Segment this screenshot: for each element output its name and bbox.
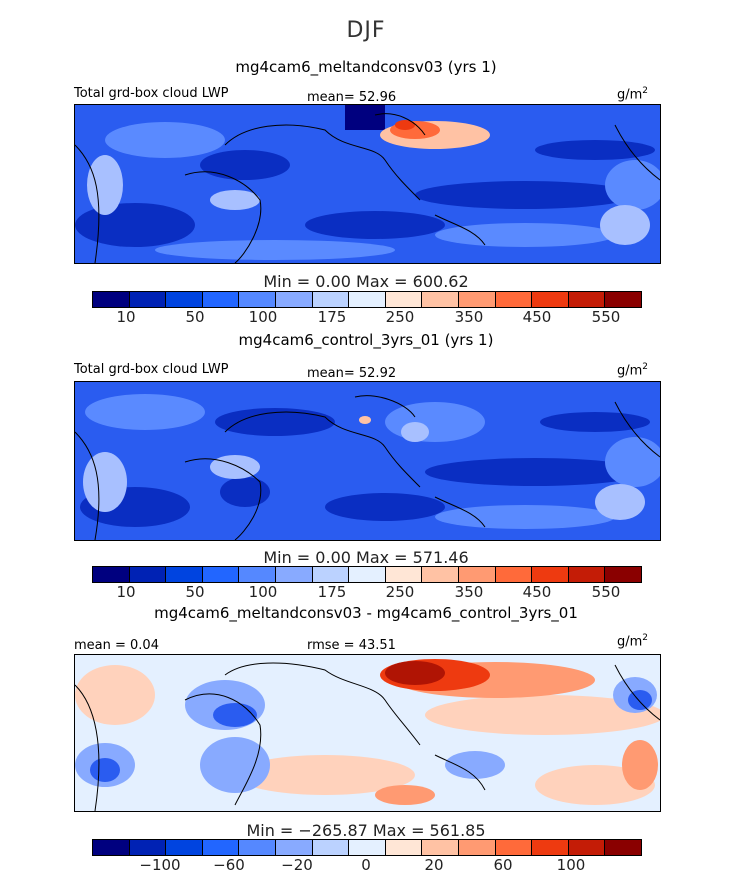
panel2-units: g/m2 (617, 362, 649, 379)
panel3-tick: 0 (361, 856, 371, 874)
panel2-map-field (75, 382, 660, 540)
panel2-tick: 450 (522, 583, 552, 601)
panel2-mean: mean= 52.92 (307, 366, 397, 381)
panel1-colorbar (92, 291, 642, 308)
panel1-tick: 50 (185, 308, 205, 326)
panel2-tick: 175 (317, 583, 347, 601)
panel2-tick: 250 (385, 583, 415, 601)
panel3-rmse: rmse = 43.51 (307, 638, 396, 653)
panel3-tick: 60 (493, 856, 513, 874)
panel2-colorbar (92, 566, 642, 583)
panel2-tick: 100 (248, 583, 278, 601)
panel1-field-label: Total grd-box cloud LWP (74, 86, 229, 101)
panel3-minmax: Min = −265.87 Max = 561.85 (246, 821, 486, 840)
panel3-map (74, 654, 661, 812)
panel3-tick: 100 (556, 856, 586, 874)
panel1-tick: 100 (248, 308, 278, 326)
panel3-tick: 20 (424, 856, 444, 874)
panel3-tick: −100 (139, 856, 181, 874)
panel3-title: mg4cam6_meltandconsv03 - mg4cam6_control… (154, 604, 578, 622)
panel1-map-field (75, 105, 660, 263)
panel1-tick: 450 (522, 308, 552, 326)
panel2-map (74, 381, 661, 541)
panel2-tick: 550 (591, 583, 621, 601)
panel1-tick: 10 (116, 308, 136, 326)
panel3-map-field (75, 655, 660, 811)
panel1-tick: 550 (591, 308, 621, 326)
panel1-map (74, 104, 661, 264)
panel3-mean: mean = 0.04 (74, 638, 159, 653)
panel2-title: mg4cam6_control_3yrs_01 (yrs 1) (238, 331, 494, 349)
panel3-tick: −20 (281, 856, 313, 874)
panel1-tick: 175 (317, 308, 347, 326)
panel1-tick: 250 (385, 308, 415, 326)
panel2-tick: 50 (185, 583, 205, 601)
panel2-minmax: Min = 0.00 Max = 571.46 (263, 548, 469, 567)
panel3-tick: −60 (213, 856, 245, 874)
panel2-tick: 10 (116, 583, 136, 601)
panel3-units: g/m2 (617, 633, 649, 650)
panel2-field-label: Total grd-box cloud LWP (74, 362, 229, 377)
panel1-units: g/m2 (617, 86, 649, 103)
panel3-colorbar (92, 839, 642, 856)
panel1-mean: mean= 52.96 (307, 90, 397, 105)
panel1-minmax: Min = 0.00 Max = 600.62 (263, 272, 469, 291)
season-title: DJF (346, 18, 386, 43)
panel1-tick: 350 (454, 308, 484, 326)
panel1-title: mg4cam6_meltandconsv03 (yrs 1) (235, 58, 497, 76)
panel2-tick: 350 (454, 583, 484, 601)
